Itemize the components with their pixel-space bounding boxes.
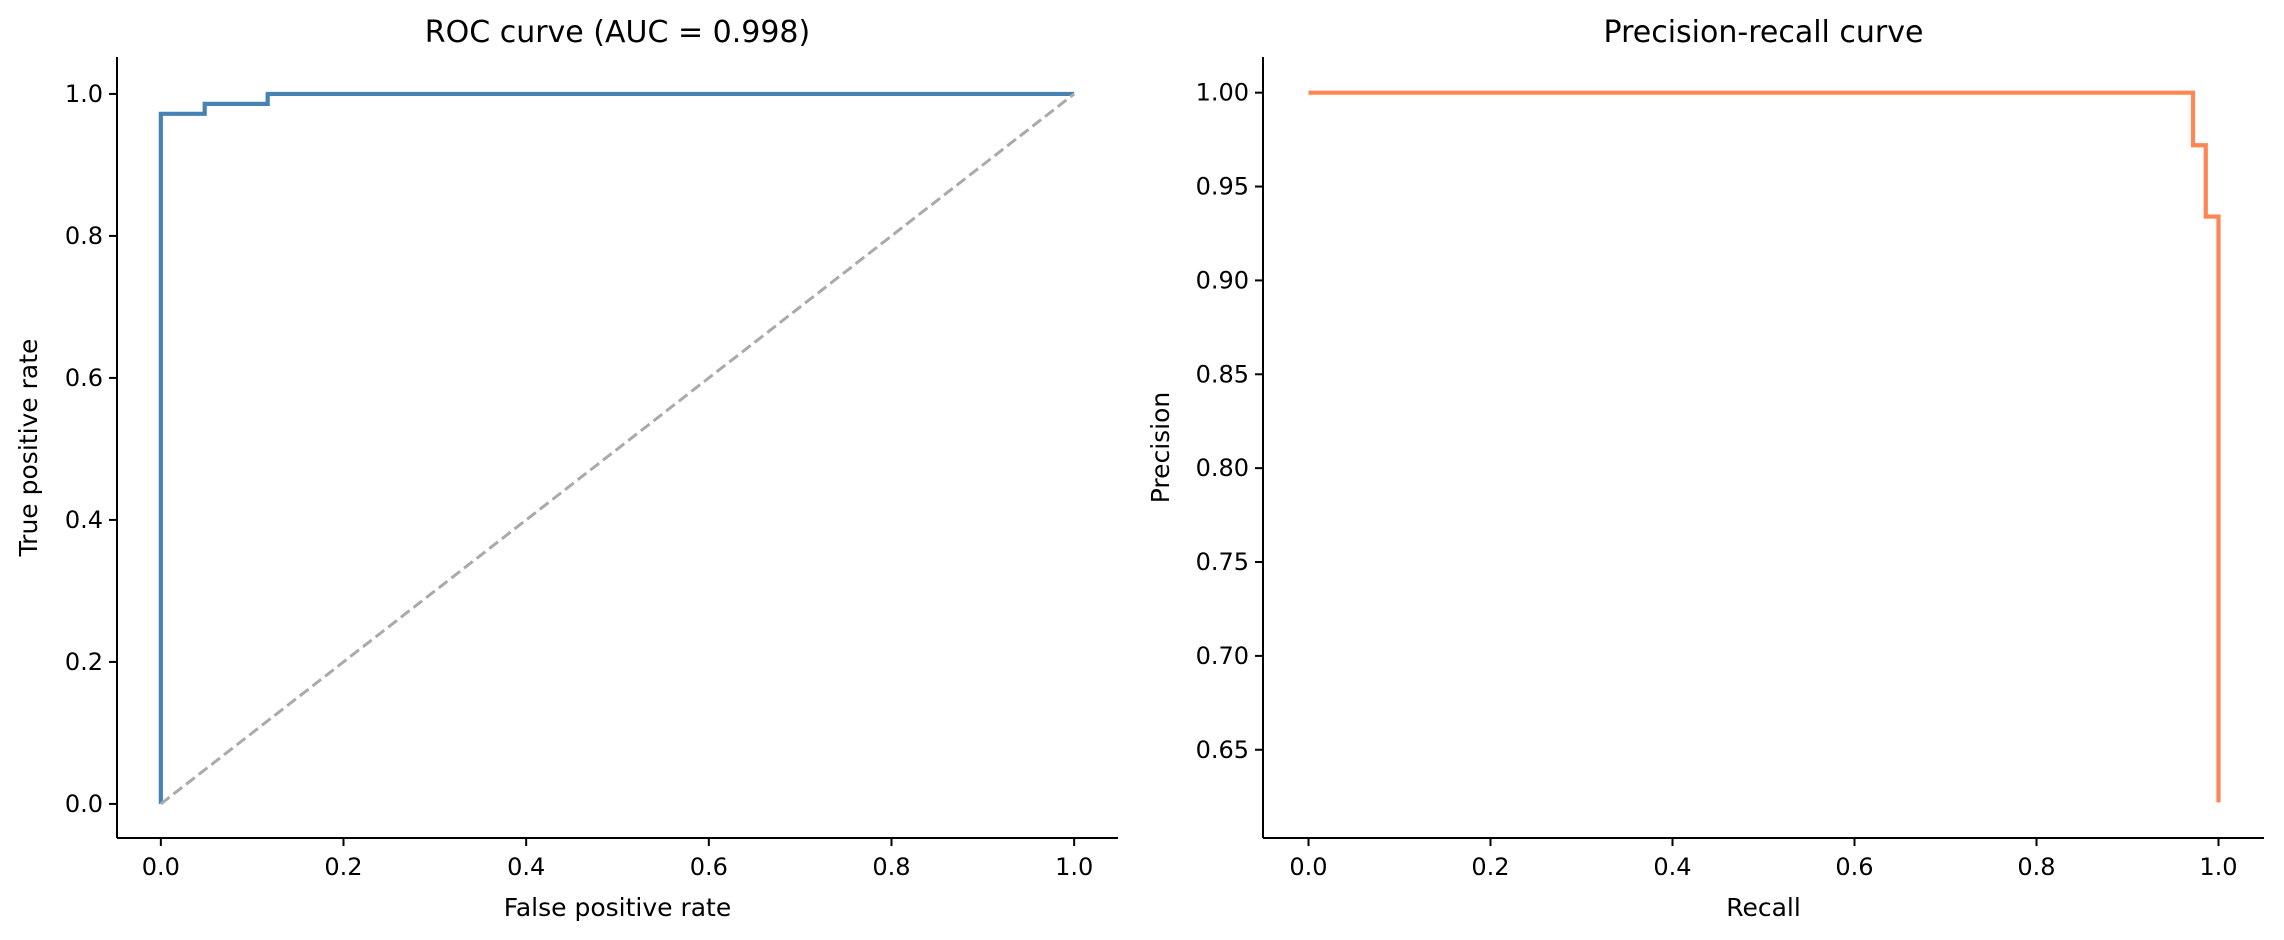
pr-y-axis-label: Precision [1146,392,1175,504]
roc-x-tick-label: 0.4 [507,853,545,881]
roc-y-tick-label: 0.8 [65,222,103,250]
roc-series-0-curve [158,91,1075,804]
pr-x-axis-label: Recall [1726,893,1801,922]
roc-y-tick-label: 0.6 [65,364,103,392]
pr-y-tick-label: 0.95 [1196,173,1249,201]
pr-panel: 0.0 0.2 0.4 0.6 0.8 1.0 0.65 0.70 0.75 0.80 0.85 0.… [1146,15,2264,922]
roc-x-tick-label: 0.8 [872,853,910,881]
pr-y-tick-label: 0.85 [1196,360,1249,388]
roc-series-1-reference-line [159,92,1076,806]
pr-y-tick-label: 0.90 [1196,266,1249,294]
pr-chart-title: Precision-recall curve [1604,15,1924,50]
roc-panel: 0.0 0.2 0.4 0.6 0.8 1.0 0.0 0.2 0.4 0.6 0.8 1.0 ROC … [14,15,1118,922]
roc-x-tick-label: 0.0 [142,853,180,881]
pr-y-tick-label: 0.70 [1196,642,1249,670]
roc-chart-title: ROC curve (AUC = 0.998) [425,15,810,50]
pr-x-tick-label: 0.6 [1835,853,1873,881]
pr-y-tick-label: 0.80 [1196,454,1249,482]
roc-y-tick-label: 0.0 [65,790,103,818]
roc-y-tick-label: 0.2 [65,648,103,676]
roc-x-axis-label: False positive rate [504,893,732,922]
roc-y-axis-label: True positive rate [14,339,43,558]
pr-y-tick-label: 0.75 [1196,548,1249,576]
pr-y-tick-label: 0.65 [1196,736,1249,764]
pr-series-0-curve [1308,90,2221,803]
roc-x-tick-label: 0.2 [324,853,362,881]
pr-y-tick-label: 1.00 [1196,79,1249,107]
pr-x-tick-label: 0.0 [1289,853,1327,881]
roc-x-tick-label: 0.6 [690,853,728,881]
roc-y-tick-label: 0.4 [65,506,103,534]
roc-y-tick-label: 1.0 [65,80,103,108]
pr-x-tick-label: 1.0 [2199,853,2237,881]
pr-x-tick-label: 0.4 [1653,853,1691,881]
roc-x-tick-label: 1.0 [1055,853,1093,881]
pr-x-tick-label: 0.8 [2017,853,2055,881]
pr-x-tick-label: 0.2 [1471,853,1509,881]
